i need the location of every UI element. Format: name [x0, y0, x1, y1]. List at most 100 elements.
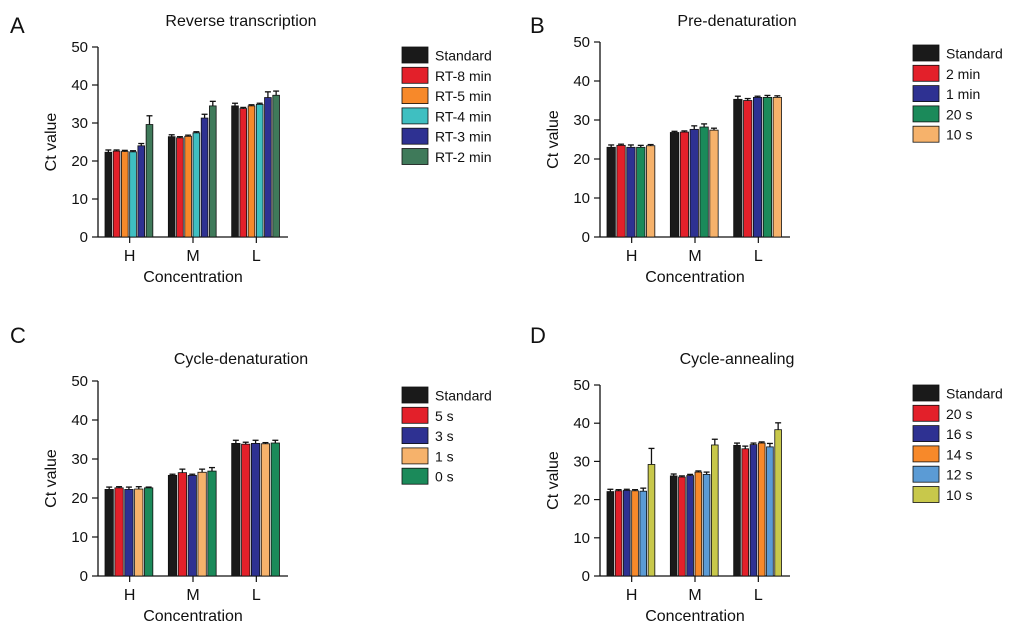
legend-swatch	[912, 404, 940, 422]
legend-swatch	[912, 85, 940, 102]
bar-M-0	[669, 132, 680, 238]
bar-M-2	[689, 128, 699, 238]
legend-swatch	[401, 107, 429, 125]
x-tick-label: M	[186, 248, 199, 265]
x-tick-label: H	[124, 248, 136, 265]
legend-swatch	[912, 64, 940, 82]
legend-label: Standard	[946, 386, 1003, 402]
legend-label: 2 min	[946, 66, 980, 82]
y-tick-label: 30	[71, 115, 88, 132]
y-tick-label: 20	[71, 153, 88, 170]
panel-A: A Reverse transcription 0 10 20 30 40 50 Ct valu…	[10, 13, 492, 286]
legend-swatch	[401, 406, 429, 424]
bar-L-0	[733, 98, 743, 238]
legend-swatch	[912, 44, 940, 62]
legend-swatch	[401, 447, 429, 465]
bar-M-0	[167, 474, 178, 577]
bar-M-3	[197, 471, 207, 577]
y-tick-label: 40	[573, 73, 590, 90]
legend-swatch	[401, 127, 429, 145]
bar-L-1	[743, 100, 753, 238]
y-tick-label: 30	[573, 453, 590, 470]
legend: Standard 2 min 1 min 20 s 10 s	[912, 44, 1003, 143]
legend-swatch	[401, 427, 429, 445]
legend-label: 10 s	[946, 127, 972, 143]
y-axis-label: Ct value	[545, 451, 562, 510]
x-tick-label: L	[252, 248, 261, 265]
bar-M-1	[176, 137, 184, 238]
bar-L-3	[255, 103, 264, 238]
legend-swatch	[401, 87, 429, 104]
legend-label: RT-5 min	[435, 88, 492, 104]
bar-L-2	[749, 444, 758, 577]
legend-label: Standard	[435, 48, 492, 64]
legend: Standard 5 s 3 s 1 s 0 s	[401, 386, 492, 485]
legend-swatch	[912, 125, 940, 143]
bar-H-4	[144, 487, 154, 577]
bar-H-5	[145, 124, 154, 238]
y-tick-label: 50	[71, 373, 88, 390]
bar-H-3	[134, 488, 144, 577]
y-tick-label: 0	[582, 568, 590, 585]
legend-swatch	[401, 148, 429, 165]
x-tick-label: M	[688, 248, 701, 265]
bar-H-0	[104, 489, 114, 577]
legend-label: 20 s	[946, 406, 972, 422]
y-tick-label: 0	[80, 568, 88, 585]
y-axis-label: Ct value	[545, 110, 562, 169]
bar-H-0	[104, 151, 113, 238]
legend: Standard RT-8 min RT-5 min RT-4 min RT-3 min…	[401, 46, 492, 165]
legend-label: RT-2 min	[435, 149, 492, 165]
bar-L-2	[247, 105, 256, 238]
legend-label: RT-8 min	[435, 68, 492, 84]
panel-C: C Cycle-denaturation 0 10 20 30 40 50 Ct value H M…	[10, 323, 492, 625]
legend-swatch	[912, 486, 940, 503]
bar-M-1	[678, 476, 686, 577]
y-tick-label: 30	[573, 112, 590, 129]
bar-L-2	[753, 96, 763, 238]
x-axis-label: Concentration	[143, 269, 243, 286]
x-tick-label: H	[626, 248, 638, 265]
y-tick-label: 40	[573, 415, 590, 432]
y-tick-label: 20	[573, 492, 590, 509]
bar-L-5	[774, 429, 782, 577]
legend-label: 12 s	[946, 467, 972, 483]
bar-M-4	[702, 473, 711, 577]
panel-D: D Cycle-annealing 0 10 20 30 40 50 Ct value H M L Co…	[530, 323, 1003, 625]
panel-letter: B	[530, 13, 545, 38]
bar-L-5	[272, 94, 280, 238]
legend-label: 5 s	[435, 408, 454, 424]
bar-L-4	[270, 442, 280, 577]
bar-M-1	[679, 131, 689, 238]
chart-title: Cycle-annealing	[680, 351, 795, 368]
x-tick-label: L	[252, 587, 261, 604]
legend-label: 20 s	[946, 106, 972, 122]
bar-H-1	[616, 144, 626, 238]
legend: Standard 20 s 16 s 14 s 12 s 10 s	[912, 384, 1003, 503]
legend-label: RT-4 min	[435, 108, 492, 124]
bar-H-4	[639, 490, 648, 577]
bar-M-5	[711, 444, 719, 577]
y-tick-label: 10	[71, 191, 88, 208]
bar-L-4	[772, 96, 782, 238]
legend-label: 3 s	[435, 428, 454, 444]
bar-L-3	[757, 442, 766, 577]
y-tick-label: 40	[71, 412, 88, 429]
x-tick-label: H	[626, 587, 638, 604]
x-tick-label: M	[688, 587, 701, 604]
bar-L-1	[241, 443, 251, 577]
panel-B: B Pre-denaturation 0 10 20 30 40 50 Ct value H M LC…	[530, 13, 1003, 286]
y-tick-label: 10	[573, 190, 590, 207]
legend-label: 10 s	[946, 487, 972, 503]
y-tick-label: 0	[80, 229, 88, 246]
bar-M-0	[669, 475, 678, 577]
bar-H-3	[631, 490, 639, 577]
bar-L-3	[260, 443, 271, 577]
bar-H-2	[623, 490, 631, 577]
legend-swatch	[401, 467, 429, 485]
chart-title: Reverse transcription	[165, 13, 316, 30]
x-axis-label: Concentration	[143, 608, 243, 625]
bar-H-4	[137, 145, 146, 238]
legend-swatch	[912, 105, 940, 123]
y-tick-label: 50	[573, 377, 590, 394]
